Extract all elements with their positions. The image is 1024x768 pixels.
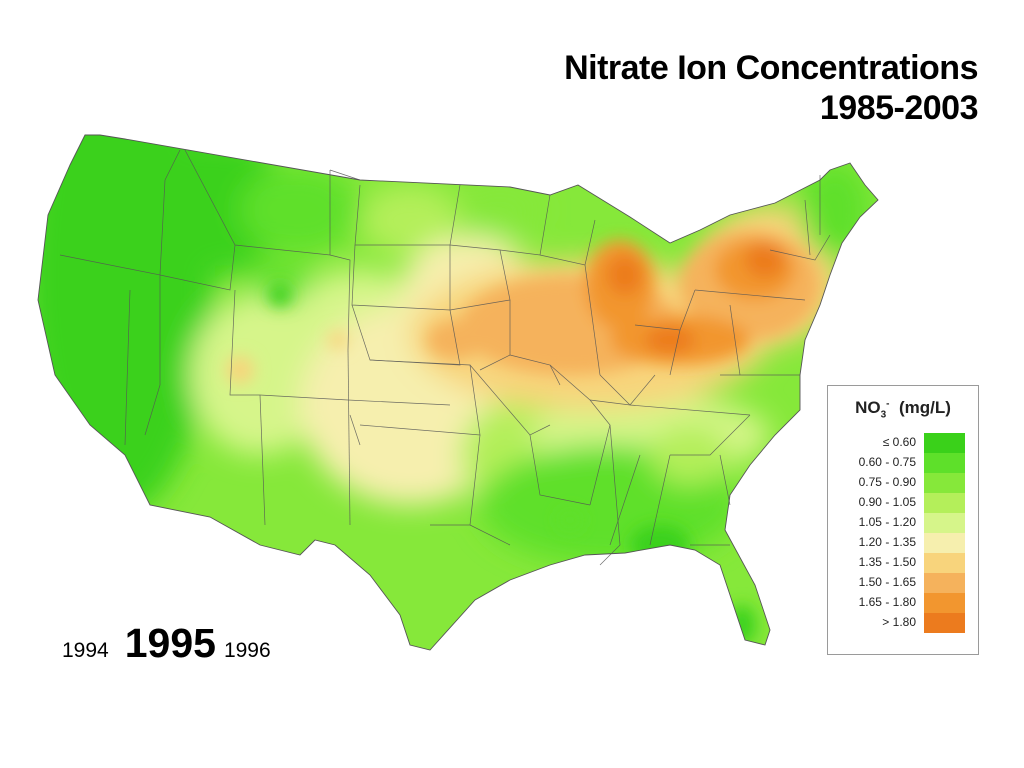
legend-title: NO3- (mg/L) bbox=[828, 398, 978, 420]
legend-item-label: > 1.80 bbox=[882, 615, 916, 629]
title-line-2: 1985-2003 bbox=[819, 89, 979, 127]
legend-item: 1.20 - 1.35 bbox=[828, 533, 978, 553]
legend-swatch bbox=[924, 553, 965, 573]
legend-item: 1.65 - 1.80 bbox=[828, 593, 978, 613]
legend-swatch bbox=[924, 513, 965, 533]
legend-title-prefix: NO bbox=[855, 398, 881, 417]
legend-title-superscript: - bbox=[886, 398, 890, 410]
legend-item: 0.60 - 0.75 bbox=[828, 453, 978, 473]
legend-swatch bbox=[924, 533, 965, 553]
legend-item-label: 0.75 - 0.90 bbox=[858, 475, 916, 489]
legend-item: 0.90 - 1.05 bbox=[828, 493, 978, 513]
legend-item-label: 0.60 - 0.75 bbox=[858, 455, 916, 469]
legend-item: ≤ 0.60 bbox=[828, 433, 978, 453]
legend-title-units: (mg/L) bbox=[898, 398, 951, 417]
legend-item-label: ≤ 0.60 bbox=[882, 435, 916, 449]
legend: NO3- (mg/L) ≤ 0.60 0.60 - 0.75 0.75 - 0.90… bbox=[827, 385, 979, 655]
legend-item: 1.50 - 1.65 bbox=[828, 573, 978, 593]
year-timeline: 1994 1995 1996 bbox=[62, 620, 271, 667]
legend-title-subscript: 3 bbox=[880, 409, 887, 421]
legend-item: 0.75 - 0.90 bbox=[828, 473, 978, 493]
legend-swatch bbox=[924, 593, 965, 613]
legend-item-label: 1.65 - 1.80 bbox=[858, 595, 916, 609]
legend-item: > 1.80 bbox=[828, 613, 978, 633]
next-year-link[interactable]: 1996 bbox=[223, 639, 271, 662]
legend-item-label: 1.20 - 1.35 bbox=[858, 535, 916, 549]
legend-item: 1.05 - 1.20 bbox=[828, 513, 978, 533]
legend-swatch bbox=[924, 433, 965, 453]
legend-swatch bbox=[924, 613, 965, 633]
legend-item-label: 0.90 - 1.05 bbox=[858, 495, 916, 509]
us-nitrate-map bbox=[30, 125, 890, 665]
legend-item-label: 1.50 - 1.65 bbox=[858, 575, 916, 589]
state-borders bbox=[59, 149, 831, 566]
legend-swatch bbox=[924, 473, 965, 493]
legend-item: 1.35 - 1.50 bbox=[828, 553, 978, 573]
legend-item-label: 1.05 - 1.20 bbox=[858, 515, 916, 529]
legend-swatch bbox=[924, 573, 965, 593]
map-svg bbox=[37, 134, 879, 651]
legend-swatch bbox=[924, 493, 965, 513]
map-title: Nitrate Ion Concentrations 1985-2003 bbox=[564, 48, 978, 128]
title-line-1: Nitrate Ion Concentrations bbox=[564, 49, 978, 87]
legend-item-label: 1.35 - 1.50 bbox=[858, 555, 916, 569]
previous-year-link[interactable]: 1994 bbox=[62, 639, 109, 662]
legend-swatch bbox=[924, 453, 965, 473]
us-outline bbox=[37, 134, 879, 651]
current-year: 1995 bbox=[124, 620, 216, 666]
